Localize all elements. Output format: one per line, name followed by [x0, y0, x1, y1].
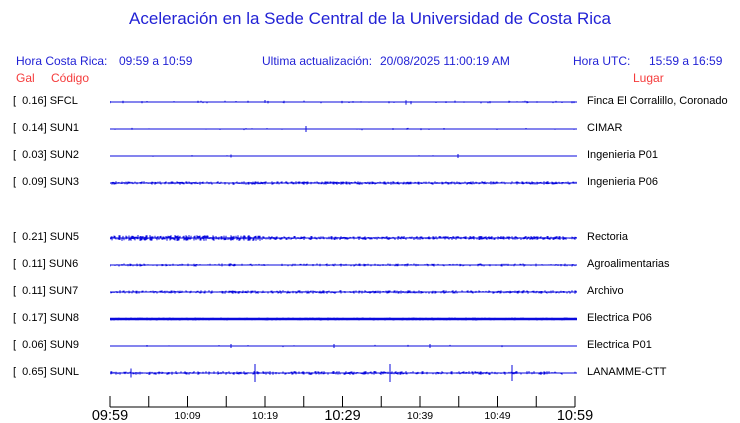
station-trace	[110, 289, 577, 294]
station-location: Electrica P06	[587, 311, 652, 324]
hora-costa-rica-label: Hora Costa Rica:	[16, 54, 108, 68]
station-gal-code: [ 0.11] SUN6	[13, 257, 79, 270]
station-trace	[110, 263, 577, 267]
column-header-gal: Gal	[16, 71, 35, 85]
station-location: LANAMME-CTT	[587, 366, 667, 378]
station-trace	[110, 317, 577, 321]
column-header-lugar: Lugar	[633, 71, 664, 85]
station-gal-code: [ 0.06] SUN9	[13, 338, 80, 351]
station-location: Ingenieria P06	[587, 176, 658, 189]
last-update-value: 20/08/2025 11:00:19 AM	[380, 54, 510, 68]
hora-costa-rica-value: 09:59 a 10:59	[119, 54, 193, 68]
station-gal-code: [ 0.16] SFCL	[13, 95, 78, 107]
station-location: Finca El Corralillo, Coronado	[587, 95, 728, 107]
x-tick-label: 10:39	[406, 410, 434, 422]
x-tick-label: 10:09	[174, 410, 201, 422]
station-gal-code: [ 0.65] SUNL	[13, 366, 80, 378]
station-location: Agroalimentarias	[587, 257, 670, 270]
station-gal-code: [ 0.21] SUN5	[13, 230, 80, 243]
station-trace	[110, 364, 577, 382]
station-trace	[110, 154, 577, 159]
x-tick-label: 10:19	[251, 410, 279, 422]
x-tick-label: 10:59	[556, 408, 594, 423]
station-gal-code: [ 0.09] SUN3	[13, 176, 80, 189]
station-trace	[110, 100, 577, 105]
x-tick-label: 10:49	[484, 410, 511, 422]
station-location: Archivo	[587, 284, 624, 297]
station-trace	[110, 234, 577, 241]
hora-utc-value: 15:59 a 16:59	[649, 54, 723, 68]
column-header-codigo: Código	[51, 71, 90, 85]
x-tick-label: 10:29	[324, 408, 361, 423]
station-location: CIMAR	[587, 122, 623, 135]
x-tick-label: 09:59	[91, 408, 129, 423]
station-gal-code: [ 0.11] SUN7	[13, 284, 79, 297]
station-trace	[110, 343, 577, 348]
x-axis	[109, 396, 576, 408]
station-gal-code: [ 0.17] SUN8	[13, 311, 80, 324]
station-location: Ingenieria P01	[587, 149, 658, 162]
station-location: Rectoria	[587, 230, 628, 243]
station-trace	[110, 181, 577, 185]
station-gal-code: [ 0.14] SUN1	[13, 122, 80, 135]
station-gal-code: [ 0.03] SUN2	[13, 149, 80, 162]
station-trace	[110, 126, 577, 133]
last-update-label: Ultima actualización:	[262, 54, 373, 68]
hora-utc-label: Hora UTC:	[573, 54, 631, 68]
station-location: Electrica P01	[587, 338, 652, 351]
page-title: Aceleración en la Sede Central de la Uni…	[129, 9, 611, 28]
